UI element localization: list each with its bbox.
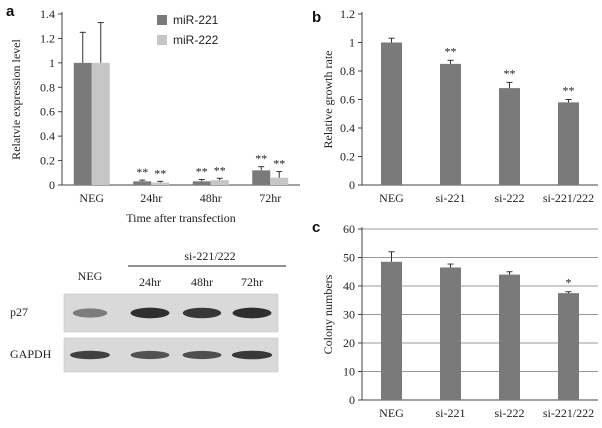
bar (210, 180, 229, 185)
blot-band (231, 350, 273, 360)
chart-b-growth-rate: 0 0.2 0.4 0.6 0.8 1 1.2 Relative growth rate NEG… (321, 7, 598, 205)
x-tick-label: NEG (379, 406, 404, 420)
legend-label: miR-222 (173, 33, 219, 47)
blot-bands-gapdh (70, 350, 273, 360)
y-axis-label: Colony numbers (321, 274, 335, 354)
y-tick-label: 0.6 (340, 93, 355, 107)
blot-group-label: si-221/222 (184, 249, 235, 263)
blot-band (72, 308, 108, 318)
legend-swatch (157, 35, 167, 45)
significance-label: ** (196, 165, 208, 179)
x-tick-label: si-222 (495, 191, 525, 205)
y-tick-label: 0.8 (340, 64, 355, 78)
y-tick-label: 1 (49, 56, 55, 70)
western-blot: si-221/222 NEG 24hr 48hr 72hr p27 GAPDH (10, 249, 286, 373)
y-tick-label: 0.4 (340, 121, 355, 135)
y-tick-label: 0.6 (40, 105, 55, 119)
x-tick-label: NEG (79, 191, 104, 205)
significance-label: ** (214, 163, 226, 177)
blot-band (130, 350, 170, 360)
x-tick-label: si-221/222 (543, 191, 594, 205)
bar (499, 274, 520, 400)
x-tick-label: 72hr (259, 191, 281, 205)
bar (133, 181, 152, 185)
blot-lane-label: 48hr (191, 275, 213, 289)
chart-c-colony-numbers: 0 10 20 30 40 50 60 Colony numbers NEG si-221 si-2… (321, 222, 598, 420)
x-tick-label: 24hr (140, 191, 162, 205)
y-axis-label: Relative growth rate (321, 51, 335, 149)
blot-lane-label: NEG (78, 269, 103, 283)
y-tick-label: 1.4 (40, 7, 55, 21)
y-tick-label: 30 (343, 308, 355, 322)
panel-letter-c: c (312, 219, 320, 236)
significance-label: ** (273, 157, 285, 171)
bar (192, 181, 211, 185)
y-tick-label: 1.2 (40, 31, 55, 45)
y-tick-label: 0.4 (40, 129, 55, 143)
blot-band (182, 350, 222, 360)
blot-row-label-gapdh: GAPDH (10, 347, 52, 361)
panel-letter-b: b (312, 9, 321, 26)
legend-swatch (157, 15, 167, 25)
significance-label: ** (154, 166, 166, 180)
y-tick-label: 1.2 (340, 7, 355, 21)
bar (440, 267, 461, 400)
significance-label: ** (445, 44, 457, 58)
panel-letter-a: a (6, 3, 15, 20)
x-tick-label: si-221 (436, 191, 466, 205)
chart-a-expression: 0 0.2 0.4 0.6 0.8 1 1.2 1.4 Relatvie expression … (9, 7, 300, 225)
blot-band (182, 307, 222, 319)
significance-label: ** (136, 165, 148, 179)
y-tick-label: 0.2 (40, 154, 55, 168)
x-tick-label: NEG (379, 191, 404, 205)
bar (270, 177, 289, 185)
y-tick-label: 0 (49, 178, 55, 192)
bar (91, 62, 110, 185)
y-tick-label: 0 (349, 393, 355, 407)
y-axis-label: Relatvie expression level (9, 39, 23, 160)
bar (381, 261, 402, 400)
significance-label: ** (255, 152, 267, 166)
y-tick-label: 10 (343, 365, 355, 379)
y-tick-label: 50 (343, 251, 355, 265)
blot-bands-p27 (72, 307, 272, 319)
blot-row-label-p27: p27 (10, 305, 28, 319)
legend-label: miR-221 (173, 13, 219, 27)
x-tick-label: si-222 (495, 406, 525, 420)
blot-lane-label: 24hr (139, 275, 161, 289)
y-tick-label: 0.2 (340, 150, 355, 164)
blot-band (130, 307, 170, 319)
bar (440, 63, 461, 185)
significance-label: ** (504, 66, 516, 80)
y-tick-label: 40 (343, 279, 355, 293)
y-tick-label: 0 (349, 178, 355, 192)
x-tick-label: si-221 (436, 406, 466, 420)
blot-band (232, 307, 272, 319)
y-tick-label: 60 (343, 222, 355, 236)
bar (381, 42, 402, 185)
blot-band (70, 350, 110, 360)
y-tick-label: 0.8 (40, 80, 55, 94)
x-tick-label: si-221/222 (543, 406, 594, 420)
y-tick-label: 20 (343, 336, 355, 350)
x-axis-label: Time after transfection (126, 211, 236, 225)
bar (252, 170, 271, 185)
y-tick-label: 1 (349, 36, 355, 50)
significance-label: ** (563, 84, 575, 98)
bar (558, 102, 579, 185)
bar (151, 182, 170, 185)
bar (499, 88, 520, 185)
bar (73, 62, 92, 185)
bar (558, 293, 579, 400)
x-tick-label: 48hr (200, 191, 222, 205)
significance-label: * (566, 276, 572, 290)
blot-lane-label: 72hr (241, 275, 263, 289)
